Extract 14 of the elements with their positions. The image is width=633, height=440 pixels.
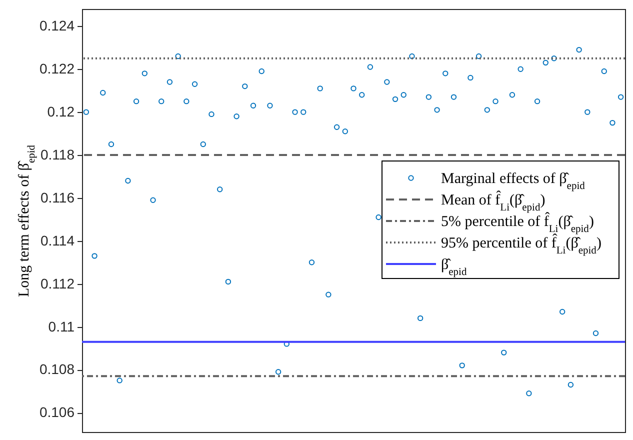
y-tick-label: 0.12 xyxy=(47,104,75,120)
y-tick-label: 0.116 xyxy=(40,189,75,206)
legend-label: β̂$_{epid}$ xyxy=(441,257,468,278)
y-tick-label: 0.118 xyxy=(40,146,75,163)
y-tick-label: 0.106 xyxy=(39,404,75,420)
y-tick-label: 0.11 xyxy=(48,318,75,334)
y-tick-label: 0.108 xyxy=(39,361,75,378)
y-tick-label: 0.122 xyxy=(39,60,75,77)
legend-label: 5% percentile of f̂$_{Li}$(β̂$_{epid}$) xyxy=(441,211,594,234)
y-tick-label: 0.124 xyxy=(39,18,75,34)
y-tick-label: 0.112 xyxy=(40,275,75,292)
legend-label: Marginal effects of β̂$_{epid}$ xyxy=(441,171,586,192)
y-tick-label: 0.114 xyxy=(40,232,75,248)
legend-label: Mean of f̂$_{Li}$(β̂$_{epid}$) xyxy=(441,190,546,213)
